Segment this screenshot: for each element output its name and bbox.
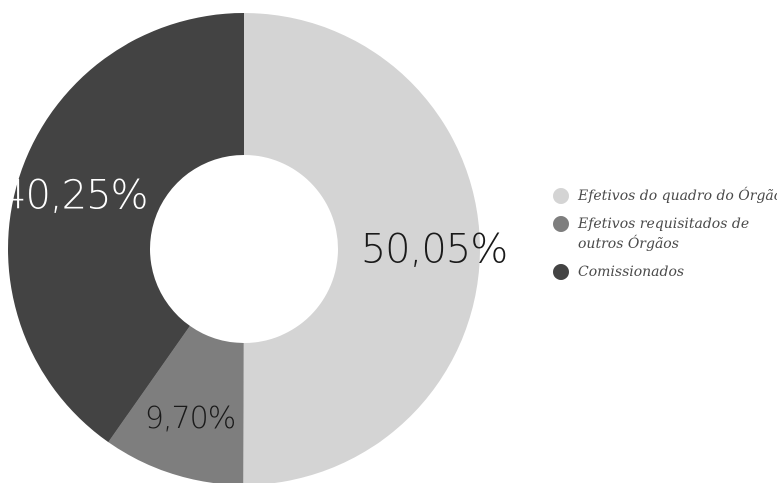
legend-label-efetivos-quadro: Efetivos do quadro do Órgão: [578, 186, 777, 206]
data-label-efetivos-quadro: 50,05%: [361, 226, 508, 272]
legend-swatch-efetivos-quadro: [553, 188, 569, 204]
legend-label-efetivos-requisitados: Efetivos requisitados de outros Órgãos: [578, 214, 768, 254]
legend-item-comissionados: Comissionados: [553, 262, 777, 282]
data-label-comissionados: 40,25%: [1, 172, 148, 218]
data-label-efetivos-requisitados: 9,70%: [145, 401, 235, 436]
legend-swatch-efetivos-requisitados: [553, 216, 569, 232]
legend-swatch-comissionados: [553, 264, 569, 280]
legend-label-comissionados: Comissionados: [578, 262, 684, 282]
legend-item-efetivos-quadro: Efetivos do quadro do Órgão: [553, 186, 777, 206]
legend: Efetivos do quadro do Órgão Efetivos req…: [553, 186, 777, 290]
legend-item-efetivos-requisitados: Efetivos requisitados de outros Órgãos: [553, 214, 777, 254]
